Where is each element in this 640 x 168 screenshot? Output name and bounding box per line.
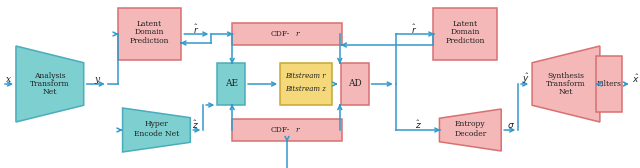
Text: Bitstream r: Bitstream r: [285, 72, 326, 80]
Text: Latent: Latent: [137, 20, 162, 28]
Polygon shape: [532, 46, 600, 122]
Bar: [118, 8, 181, 60]
Text: Analysis: Analysis: [34, 72, 66, 80]
Text: $\hat{x}$: $\hat{x}$: [632, 73, 639, 85]
Text: CDF-: CDF-: [270, 126, 290, 134]
Text: Net: Net: [43, 88, 57, 96]
Bar: [280, 63, 332, 105]
Text: Latent: Latent: [452, 20, 478, 28]
Polygon shape: [123, 108, 190, 152]
Text: Prediction: Prediction: [445, 37, 485, 45]
Text: CDF-: CDF-: [270, 30, 290, 38]
Text: Synthesis: Synthesis: [547, 72, 584, 80]
Text: Filters: Filters: [596, 80, 621, 88]
Bar: [217, 63, 245, 105]
Text: Domain: Domain: [451, 28, 480, 36]
Polygon shape: [440, 109, 501, 151]
Text: $\hat{y}$: $\hat{y}$: [522, 72, 530, 86]
Text: Transform: Transform: [546, 80, 586, 88]
Text: Hyper: Hyper: [145, 120, 168, 128]
Text: $\hat{r}$: $\hat{r}$: [193, 22, 200, 36]
Text: Transform: Transform: [30, 80, 70, 88]
Text: r: r: [295, 30, 299, 38]
Text: r: r: [295, 126, 299, 134]
Text: Bitstream z: Bitstream z: [285, 85, 326, 93]
Bar: [232, 23, 342, 45]
Text: Decoder: Decoder: [454, 130, 486, 138]
Text: y: y: [94, 74, 99, 83]
Text: AD: AD: [348, 79, 362, 89]
Text: $\hat{z}$: $\hat{z}$: [192, 119, 199, 131]
Text: AE: AE: [225, 79, 237, 89]
Text: $\sigma$: $\sigma$: [508, 120, 515, 130]
Bar: [232, 119, 342, 141]
Polygon shape: [16, 46, 84, 122]
Text: $\hat{r}$: $\hat{r}$: [412, 22, 418, 36]
Text: Entropy: Entropy: [455, 120, 486, 128]
Text: $\hat{z}$: $\hat{z}$: [415, 119, 422, 131]
Text: Prediction: Prediction: [130, 37, 169, 45]
Text: Net: Net: [559, 88, 573, 96]
Text: Domain: Domain: [134, 28, 164, 36]
Text: x: x: [6, 74, 12, 83]
Bar: [596, 56, 622, 112]
Bar: [340, 63, 369, 105]
Bar: [433, 8, 497, 60]
Text: Encode Net: Encode Net: [134, 130, 179, 138]
